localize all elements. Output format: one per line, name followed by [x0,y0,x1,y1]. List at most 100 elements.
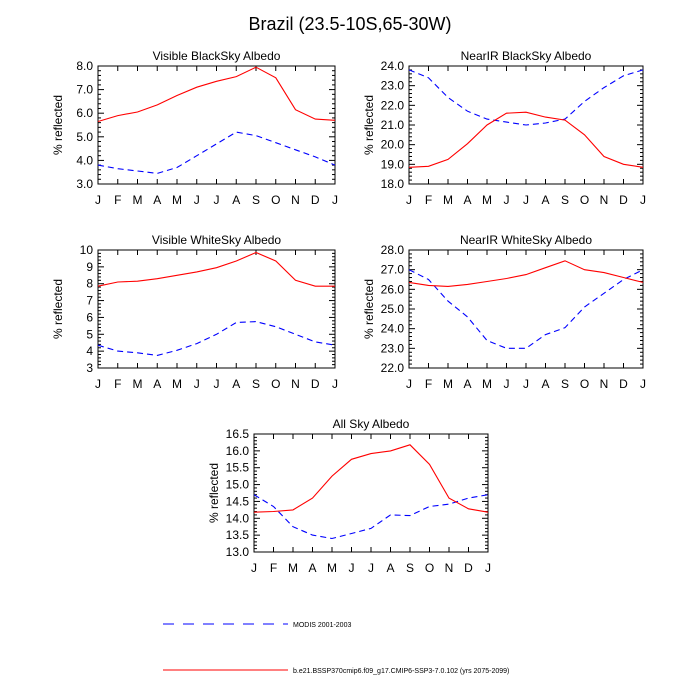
panel-title: NearIR BlackSky Albedo [461,49,592,63]
series-line-modis [408,269,644,349]
y-tick-label: 3 [86,361,93,375]
y-axis-label: % reflected [362,95,376,155]
y-tick-label: 15.0 [226,478,250,492]
x-tick-label: A [463,193,471,207]
x-tick-label: O [425,561,434,575]
y-axis-label: % reflected [51,279,65,339]
x-tick-label: M [327,561,337,575]
x-tick-label: J [214,377,220,391]
x-tick-label: J [251,561,257,575]
legend: MODIS 2001-2003 b.e21.BSSP370cmip6.f09_g… [163,622,509,675]
x-tick-label: O [580,377,589,391]
x-tick-label: J [504,377,510,391]
panel-title: Visible WhiteSky Albedo [152,233,282,247]
panel-title: NearIR WhiteSky Albedo [460,233,592,247]
x-tick-label: J [406,193,412,207]
legend-modis-label: MODIS 2001-2003 [293,622,351,629]
series-line-model [97,66,336,123]
y-axis-label: % reflected [362,279,376,339]
x-tick-label: D [619,193,628,207]
y-tick-label: 8 [86,277,93,291]
y-tick-label: 13.5 [226,528,250,542]
x-tick-label: J [332,193,338,207]
y-tick-label: 25.0 [381,302,405,316]
y-tick-label: 4.0 [76,153,93,167]
y-tick-label: 10 [80,243,94,257]
x-tick-label: J [406,377,412,391]
x-tick-label: A [463,377,471,391]
x-tick-label: J [368,561,374,575]
y-tick-label: 23.0 [381,79,405,93]
x-tick-label: F [114,193,121,207]
y-tick-label: 9 [86,260,93,274]
y-tick-label: 26.0 [381,282,405,296]
x-tick-label: S [406,561,414,575]
plot-frame [97,65,336,185]
series-line-modis [97,321,336,356]
y-tick-label: 5.0 [76,130,93,144]
y-axis-label: % reflected [207,463,221,523]
y-tick-label: 18.0 [381,177,405,191]
y-axis-label: % reflected [51,95,65,155]
plot-frame [408,249,644,369]
y-tick-label: 16.0 [226,444,250,458]
y-tick-label: 14.5 [226,494,250,508]
y-tick-label: 3.0 [76,177,93,191]
x-tick-label: N [291,377,300,391]
y-tick-label: 14.0 [226,511,250,525]
x-tick-label: J [95,377,101,391]
y-tick-label: 23.0 [381,341,405,355]
panel-title: Visible BlackSky Albedo [153,49,281,63]
x-tick-label: J [504,193,510,207]
y-tick-label: 13.0 [226,545,250,559]
y-tick-label: 5 [86,327,93,341]
y-tick-label: 24.0 [381,322,405,336]
legend-model-label: b.e21.BSSP370cmip6.f09_g17.CMIP6-SSP3-7.… [293,668,509,675]
y-tick-label: 24.0 [381,59,405,73]
series-line-model [253,444,489,513]
x-tick-label: N [291,193,300,207]
x-tick-label: S [561,377,569,391]
series-line-modis [253,494,489,540]
x-tick-label: N [600,193,609,207]
x-tick-label: F [114,377,121,391]
x-tick-label: D [311,193,320,207]
x-tick-label: M [443,377,453,391]
y-tick-label: 28.0 [381,243,405,257]
x-tick-label: D [464,561,473,575]
x-tick-label: J [95,193,101,207]
y-tick-label: 27.0 [381,263,405,277]
plot-frame [253,433,489,553]
x-tick-label: M [133,193,143,207]
x-tick-label: O [271,193,280,207]
x-tick-label: F [425,193,432,207]
y-tick-label: 7 [86,294,93,308]
x-tick-label: A [541,377,549,391]
x-tick-label: A [153,193,161,207]
x-tick-label: J [640,377,646,391]
figure-title: Brazil (23.5-10S,65-30W) [248,14,451,34]
x-tick-label: F [270,561,277,575]
y-tick-label: 20.0 [381,138,405,152]
y-tick-label: 16.5 [226,427,250,441]
x-tick-label: F [425,377,432,391]
y-tick-label: 22.0 [381,361,405,375]
y-tick-label: 8.0 [76,59,93,73]
x-tick-label: A [232,193,240,207]
y-tick-label: 6.0 [76,106,93,120]
x-tick-label: J [485,561,491,575]
x-tick-label: J [523,193,529,207]
y-tick-label: 4 [86,344,93,358]
x-tick-label: O [580,193,589,207]
x-tick-label: J [349,561,355,575]
y-tick-label: 7.0 [76,83,93,97]
x-tick-label: O [271,377,280,391]
x-tick-label: A [541,193,549,207]
x-tick-label: A [153,377,161,391]
